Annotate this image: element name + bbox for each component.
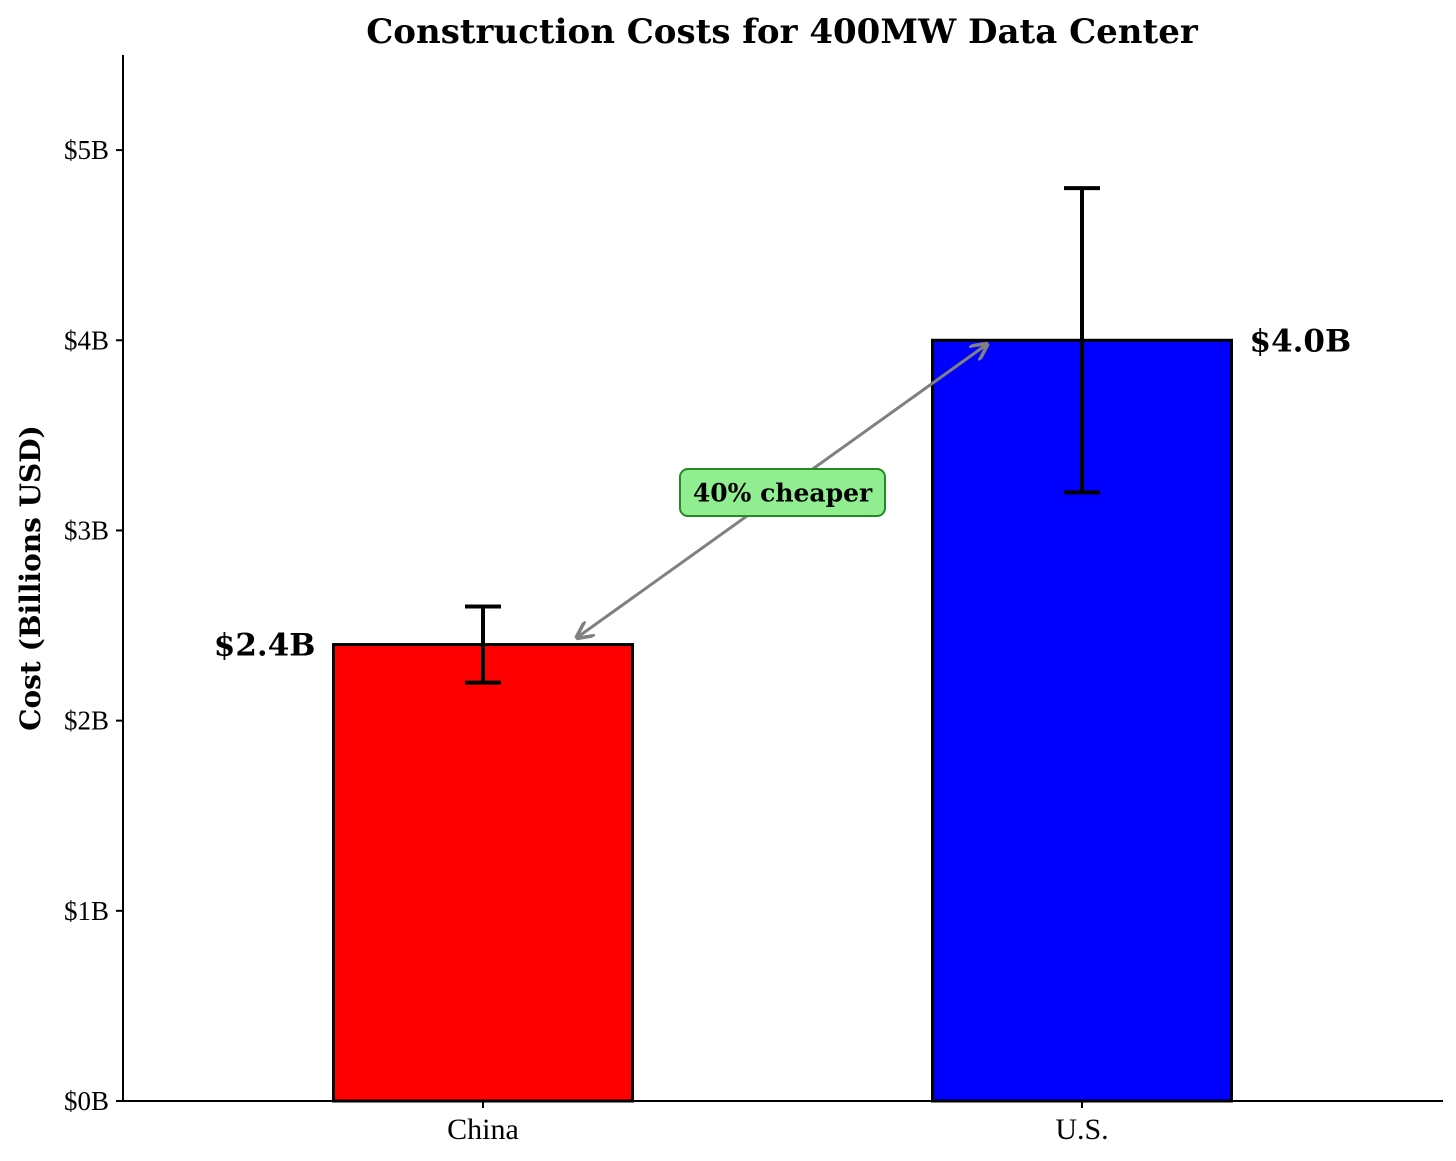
axes-group: $0B $1B $2B $3B $4B $5B China U.S. [64,55,1443,1146]
annotation-label: 40% cheaper [693,479,873,508]
value-label: $2.4B [214,628,316,664]
y-tick-label: $5B [64,135,109,165]
error-bars-group [465,186,1100,685]
value-label: $4.0B [1250,323,1352,359]
y-tick-label: $4B [64,325,109,355]
annotation-group: 40% cheaper [577,344,987,637]
y-tick-label: $1B [64,896,109,926]
x-tick-label: U.S. [1055,1113,1108,1146]
y-tick-label: $0B [64,1086,109,1116]
y-tick-label: $3B [64,515,109,545]
y-axis-label: Cost (Billions USD) [14,425,47,731]
bars-group [332,338,1233,1103]
bar-china [332,643,634,1103]
annotation-box [679,468,886,517]
value-labels-group: $2.4B $4.0B [214,323,1351,663]
y-tick-label: $2B [64,706,109,736]
chart-title: Construction Costs for 400MW Data Center [366,12,1199,52]
x-tick-label: China [447,1113,519,1146]
